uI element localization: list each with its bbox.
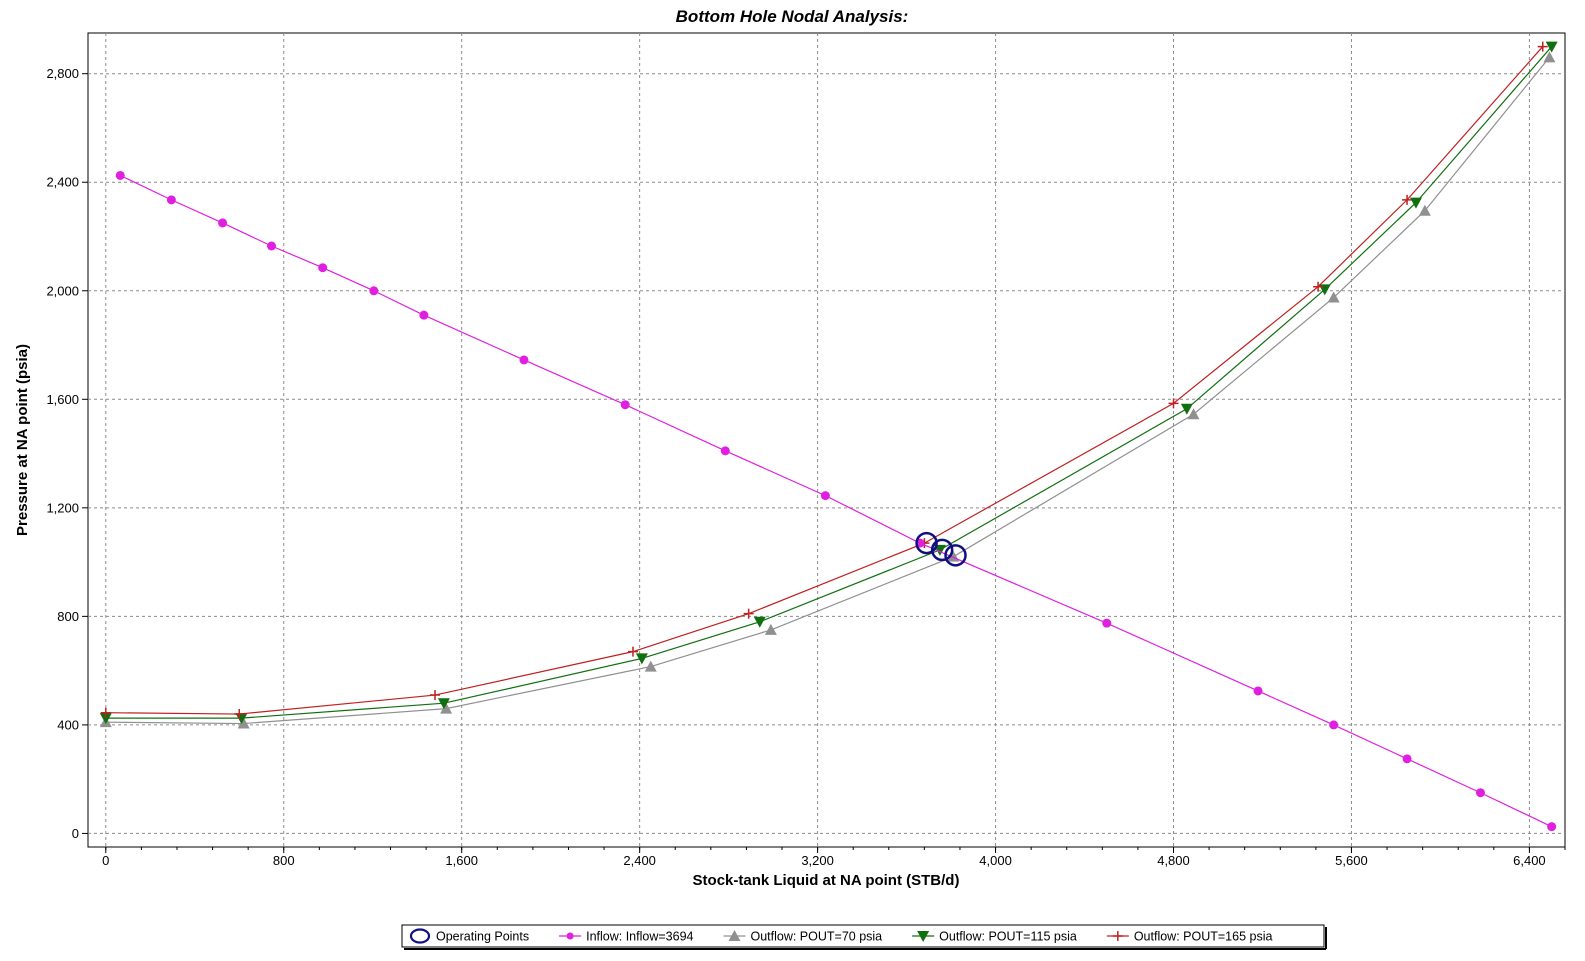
x-axis-label: Stock-tank Liquid at NA point (STB/d) — [693, 872, 960, 889]
x-tick-label: 4,800 — [1157, 853, 1190, 868]
data-point — [166, 195, 176, 205]
data-point — [644, 660, 657, 672]
legend-swatch-marker — [566, 932, 574, 940]
data-point — [635, 653, 648, 665]
data-point — [620, 400, 630, 410]
axis-ticks: 0 800 1,600 2,400 3,200 4,000 4,800 5,600 6,400 0… — [46, 66, 1566, 868]
data-point — [99, 713, 112, 725]
data-point — [1253, 686, 1263, 696]
data-point — [100, 707, 111, 718]
data-point — [720, 446, 730, 456]
legend-label: Outflow: POUT=70 psia — [750, 930, 882, 944]
y-tick-label: 800 — [57, 609, 79, 624]
data-point — [519, 355, 529, 365]
series-0 — [115, 170, 1557, 832]
data-point — [1187, 408, 1200, 420]
data-point — [1475, 788, 1485, 798]
data-point — [933, 544, 946, 556]
legend-label: Inflow: Inflow=3694 — [586, 930, 693, 944]
x-tick-label: 2,400 — [623, 853, 656, 868]
data-point — [1180, 403, 1193, 415]
data-point — [1537, 41, 1548, 52]
data-point — [743, 608, 754, 619]
y-tick-label: 1,600 — [46, 392, 79, 407]
data-point — [237, 717, 250, 729]
data-point — [1545, 41, 1558, 53]
y-tick-label: 2,000 — [46, 283, 79, 298]
series-layer — [99, 41, 1558, 832]
data-point — [1543, 51, 1556, 63]
data-point — [430, 690, 441, 701]
legend-item: Inflow: Inflow=3694 — [559, 930, 694, 944]
data-point — [318, 263, 328, 273]
data-point — [753, 616, 766, 628]
data-point — [218, 218, 228, 228]
series-1 — [99, 51, 1556, 729]
y-tick-label: 2,800 — [46, 66, 79, 81]
legend-swatch-marker — [728, 930, 741, 941]
data-point — [1327, 291, 1340, 303]
data-point — [369, 286, 379, 296]
chart-title: Bottom Hole Nodal Analysis: — [676, 7, 909, 26]
y-axis-label: Pressure at NA point (psia) — [14, 344, 31, 536]
x-tick-label: 5,600 — [1335, 853, 1368, 868]
series-line — [105, 57, 1550, 725]
x-tick-label: 1,600 — [445, 853, 478, 868]
series-line — [119, 174, 1552, 828]
data-point — [820, 491, 830, 501]
legend-item: Outflow: POUT=165 psia — [1106, 930, 1273, 944]
legend-swatch-marker — [1112, 931, 1123, 941]
legend-item: Outflow: POUT=115 psia — [912, 930, 1077, 944]
legend-swatch — [409, 928, 431, 944]
data-point — [1547, 822, 1557, 832]
data-point — [764, 623, 777, 635]
legend-item: Operating Points — [409, 928, 529, 944]
y-tick-label: 400 — [57, 717, 79, 732]
data-point — [1102, 618, 1112, 628]
legend-label: Outflow: POUT=115 psia — [939, 930, 1077, 944]
data-point — [115, 170, 125, 180]
y-tick-label: 1,200 — [46, 500, 79, 515]
series-line — [105, 46, 1544, 715]
y-tick-label: 0 — [72, 826, 79, 841]
data-point — [234, 709, 245, 720]
data-point — [1418, 204, 1431, 216]
legend-item: Outflow: POUT=70 psia — [723, 930, 882, 944]
operating-points-layer — [915, 531, 967, 567]
legend: Operating Points Inflow: Inflow=3694 Outfl… — [401, 924, 1327, 950]
data-point — [1168, 398, 1179, 409]
series-line — [105, 46, 1553, 719]
y-tick-label: 2,400 — [46, 175, 79, 190]
data-point — [1329, 720, 1339, 730]
x-tick-label: 800 — [273, 853, 295, 868]
data-point — [1402, 194, 1413, 205]
legend-swatch-marker — [917, 931, 930, 942]
x-tick-label: 4,000 — [979, 853, 1012, 868]
data-point — [1313, 281, 1324, 292]
data-point — [440, 702, 453, 714]
operating-point — [944, 544, 967, 567]
x-tick-label: 6,400 — [1513, 853, 1546, 868]
series-3 — [100, 41, 1548, 720]
data-point — [627, 646, 638, 657]
legend-label: Operating Points — [436, 930, 529, 944]
data-point — [419, 310, 429, 320]
x-tick-label: 3,200 — [801, 853, 834, 868]
legend-box — [401, 924, 1325, 948]
x-tick-label: 0 — [102, 853, 109, 868]
legend-label: Outflow: POUT=165 psia — [1134, 930, 1273, 944]
data-point — [1402, 754, 1412, 764]
data-point — [437, 698, 450, 710]
data-point — [235, 713, 248, 725]
data-point — [1409, 197, 1422, 209]
operating-point — [930, 538, 954, 562]
data-point — [267, 241, 277, 251]
